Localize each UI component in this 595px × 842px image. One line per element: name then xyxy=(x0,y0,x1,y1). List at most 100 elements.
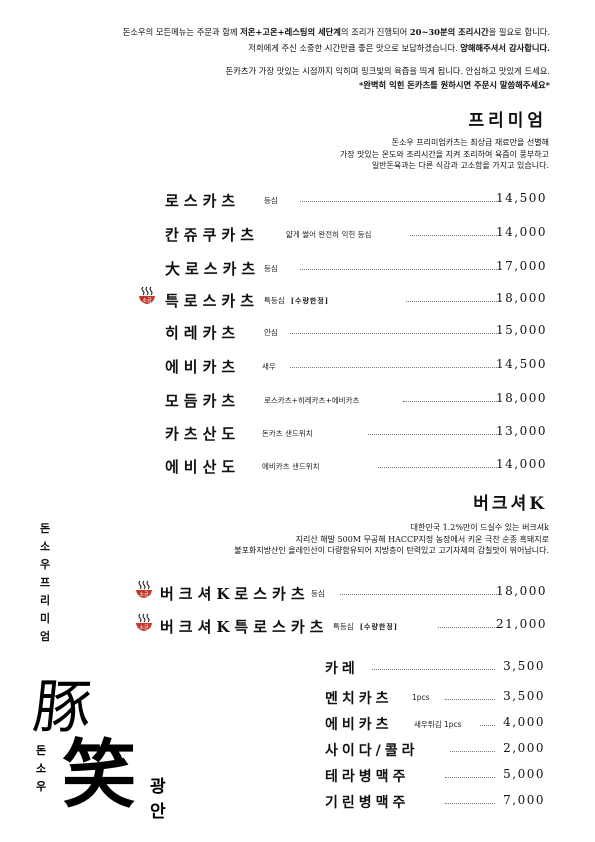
menu-item-price: 15,000 xyxy=(496,323,547,337)
berkshire-title: 버크셔K xyxy=(473,494,547,514)
intro-bold: 저온+고온+레스팅의 세단계 xyxy=(240,27,341,37)
berkshire-description: 대한민국 1.2%만이 드실수 있는 버크셔k 지리산 해발 500M 무공해 … xyxy=(234,522,549,557)
menu-item-note-text: 얇게 썰어 완전히 익힌 등심 xyxy=(286,230,372,239)
menu-item-note: 새우튀김 1pcs xyxy=(414,719,462,730)
intro-text: *완벽히 익힌 돈카츠를 원하시면 주문시 말씀해주세요* xyxy=(358,80,550,90)
menu-item-note-text: 새우튀김 1pcs xyxy=(414,720,462,729)
menu-item: 로스카츠 등심 14,500 xyxy=(0,188,595,210)
menu-item: 사이다/콜라 2,000 xyxy=(0,738,595,760)
menu-item-name: 멘치카츠 xyxy=(325,691,393,707)
menu-item: 에비카츠 새우 14,500 xyxy=(0,354,595,376)
menu-item-note: 안심 xyxy=(264,327,278,338)
menu-item-name: 로스카츠 xyxy=(165,192,241,210)
menu-item-price: 18,000 xyxy=(496,584,547,598)
dotted-leader xyxy=(368,434,497,435)
desc-line: 지리산 해발 500M 무공해 HACCP지정 농장에서 키운 극찬 순종 흑돼… xyxy=(295,534,549,544)
menu-item-price: 17,000 xyxy=(496,259,547,273)
menu-item-note: 로스카츠+히레카츠+에비카츠 xyxy=(264,395,359,406)
dotted-leader xyxy=(445,803,495,804)
menu-item-note-text: 등심 xyxy=(264,196,278,205)
logo-location: 광안 xyxy=(150,777,170,822)
menu-item-price: 18,000 xyxy=(496,291,547,305)
dotted-leader xyxy=(300,201,497,202)
menu-item-price: 14,500 xyxy=(496,357,547,371)
menu-item-note-text: 1pcs xyxy=(412,693,430,702)
intro-bold: 20~30분의 조리시간 xyxy=(409,27,489,37)
menu-item: 테라병맥주 5,000 xyxy=(0,764,595,786)
intro-line-2: 저희에게 주신 소중한 시간만큼 좋은 맛으로 보답하겠습니다. 양해해주셔서 … xyxy=(248,43,550,54)
premium-title: 프리미엄 xyxy=(468,111,547,131)
menu-item-price: 21,000 xyxy=(496,617,547,631)
menu-item-name: 모듬카츠 xyxy=(165,392,241,410)
menu-item-price: 14,000 xyxy=(496,457,547,471)
dotted-leader xyxy=(438,627,497,628)
menu-item-note-text: 새우 xyxy=(262,362,276,371)
menu-item-price: 5,000 xyxy=(503,767,545,781)
menu-item: 버크셔K특로스카츠 특등심 [수량한정] 21,000 xyxy=(0,614,595,636)
intro-text: 돈카츠가 가장 맛있는 시점까지 익히며 핑크빛의 육즙을 띄게 됩니다. 안심… xyxy=(225,66,550,76)
desc-line: 불포화지방산인 올레인산이 다량함유되어 지방층이 탄력있고 고기자체의 감칠맛… xyxy=(234,546,549,556)
dotted-leader xyxy=(480,725,495,726)
menu-item-note-text: 돈카츠 샌드위치 xyxy=(262,429,313,438)
menu-item-note-text: 특등심 xyxy=(333,622,354,631)
menu-item: 카레 3,500 xyxy=(0,656,595,678)
intro-text: 을 필요로 합니다. xyxy=(488,27,550,37)
dotted-leader xyxy=(340,594,497,595)
svg-text:소금: 소금 xyxy=(139,592,149,598)
intro-text: 돈소우의 모든메뉴는 주문과 함께 xyxy=(122,27,241,37)
vertical-label: 돈소우프리미엄 xyxy=(39,522,51,643)
logo-char-laugh: 笑 xyxy=(62,732,136,818)
menu-item-note-text: 에비카츠 샌드위치 xyxy=(262,462,320,471)
menu-item-name: 기린병맥주 xyxy=(325,795,410,811)
menu-item-note: 얇게 썰어 완전히 익힌 등심 xyxy=(286,229,371,240)
dotted-leader xyxy=(445,699,495,700)
menu-item-note: 등심 xyxy=(264,263,278,274)
menu-item-name: 大로스카츠 xyxy=(165,260,261,278)
menu-item-name: 사이다/콜라 xyxy=(325,743,419,759)
menu-item-note: 에비카츠 샌드위치 xyxy=(262,461,320,472)
intro-line-1: 돈소우의 모든메뉴는 주문과 함께 저온+고온+레스팅의 세단계의 조리가 진행… xyxy=(122,27,550,38)
ramen-bowl-icon: 소금 xyxy=(135,613,153,633)
menu-item-price: 13,000 xyxy=(496,424,547,438)
intro-bold: 양해해주셔서 감사합니다. xyxy=(460,43,550,53)
menu-item-name: 히레카츠 xyxy=(165,324,241,342)
menu-item-note: 특등심 [수량한정] xyxy=(333,621,398,632)
menu-item-note: 돈카츠 샌드위치 xyxy=(262,428,313,439)
dotted-leader xyxy=(300,269,497,270)
menu-item-price: 14,000 xyxy=(496,225,547,239)
menu-item-price: 2,000 xyxy=(503,741,545,755)
premium-description: 돈소우 프리미엄카츠는 최상급 재료만을 선별해 가장 맛있는 온도와 조리시간… xyxy=(340,137,549,172)
menu-item: 에비카츠 새우튀김 1pcs 4,000 xyxy=(0,712,595,734)
menu-item-name: 에비카츠 xyxy=(325,717,393,733)
menu-item-price: 7,000 xyxy=(503,793,545,807)
menu-item-note: 특등심 [수량한정] xyxy=(264,295,329,306)
dotted-leader xyxy=(406,301,497,302)
menu-item-name: 카레 xyxy=(325,661,359,677)
menu-item-price: 3,500 xyxy=(503,689,545,703)
dotted-leader xyxy=(403,401,497,402)
menu-item-name: 에비카츠 xyxy=(165,358,241,376)
dotted-leader xyxy=(410,235,497,236)
menu-item-price: 18,000 xyxy=(496,391,547,405)
desc-line: 대한민국 1.2%만이 드실수 있는 버크셔k xyxy=(410,523,549,532)
menu-item: 기린병맥주 7,000 xyxy=(0,790,595,812)
svg-text:소금: 소금 xyxy=(142,298,152,304)
desc-line: 가장 맛있는 온도와 조리시간을 지켜 조리하여 육즙이 풍부하고 xyxy=(339,149,549,159)
menu-item-note: 등심 xyxy=(311,588,325,599)
menu-item-note-text: 특등심 xyxy=(264,296,285,305)
dotted-leader xyxy=(290,333,497,334)
desc-line: 돈소우 프리미엄카츠는 최상급 재료만을 선별해 xyxy=(391,138,549,147)
logo-side-text: 돈소우 xyxy=(35,744,47,793)
menu-item: 멘치카츠 1pcs 3,500 xyxy=(0,686,595,708)
menu-item: 모듬카츠 로스카츠+히레카츠+에비카츠 18,000 xyxy=(0,388,595,410)
menu-item: 카츠산도 돈카츠 샌드위치 13,000 xyxy=(0,421,595,443)
menu-item-name: 특로스카츠 xyxy=(165,292,260,310)
menu-item-note-text: 로스카츠+히레카츠+에비카츠 xyxy=(264,396,360,405)
intro-line-3: 돈카츠가 가장 맛있는 시점까지 익히며 핑크빛의 육즙을 띄게 됩니다. 안심… xyxy=(225,66,550,77)
menu-item: 특로스카츠 특등심 [수량한정] 18,000 xyxy=(0,288,595,310)
intro-text: 저희에게 주신 소중한 시간만큼 좋은 맛으로 보답하겠습니다. xyxy=(248,43,461,53)
dotted-leader xyxy=(450,751,495,752)
desc-line: 일반돈육과는 다른 식감과 고소함을 가지고 있습니다. xyxy=(371,161,549,171)
menu-item-note: 등심 xyxy=(264,195,278,206)
menu-item-name: 테라병맥주 xyxy=(325,769,410,785)
